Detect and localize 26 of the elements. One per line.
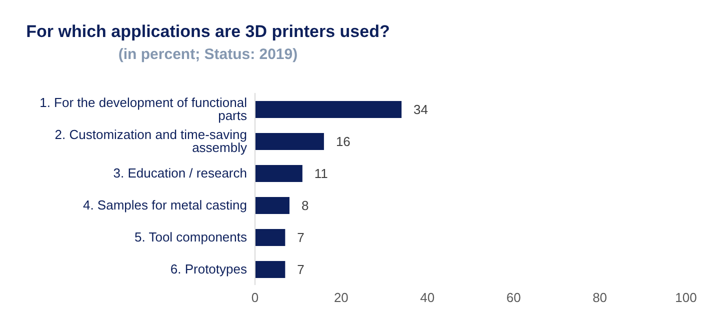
- data-label: 8: [301, 198, 309, 214]
- y-tick-label: 4. Samples for metal casting: [82, 198, 247, 213]
- y-tick-label: 6. Prototypes: [170, 262, 248, 277]
- chart-subtitle: (in percent; Status: 2019): [117, 46, 299, 63]
- chart-title: For which applications are 3D printers used?: [25, 22, 391, 42]
- bar: [255, 133, 324, 150]
- bar: [255, 261, 286, 278]
- bar: [255, 165, 302, 182]
- x-tick-label: 100: [675, 290, 697, 306]
- data-label: 7: [297, 262, 304, 278]
- x-tick-label: 60: [506, 290, 521, 306]
- x-tick-label: 80: [592, 290, 608, 306]
- data-label: 34: [414, 102, 428, 118]
- y-tick-label: 3. Education / research: [113, 166, 247, 181]
- y-tick-label: 5. Tool components: [134, 230, 248, 245]
- x-tick-label: 40: [420, 290, 435, 306]
- data-label: 7: [297, 230, 304, 246]
- bar: [255, 101, 402, 118]
- bar: [255, 229, 286, 246]
- data-label: 11: [314, 166, 328, 182]
- x-tick-label: 0: [251, 290, 259, 306]
- data-label: 16: [336, 134, 350, 150]
- y-tick-label: 1. For the development of functional parts: [40, 95, 248, 124]
- bar: [255, 197, 290, 214]
- y-tick-label: 2. Customization and time-saving assembly: [54, 127, 248, 156]
- x-tick-label: 20: [334, 290, 348, 306]
